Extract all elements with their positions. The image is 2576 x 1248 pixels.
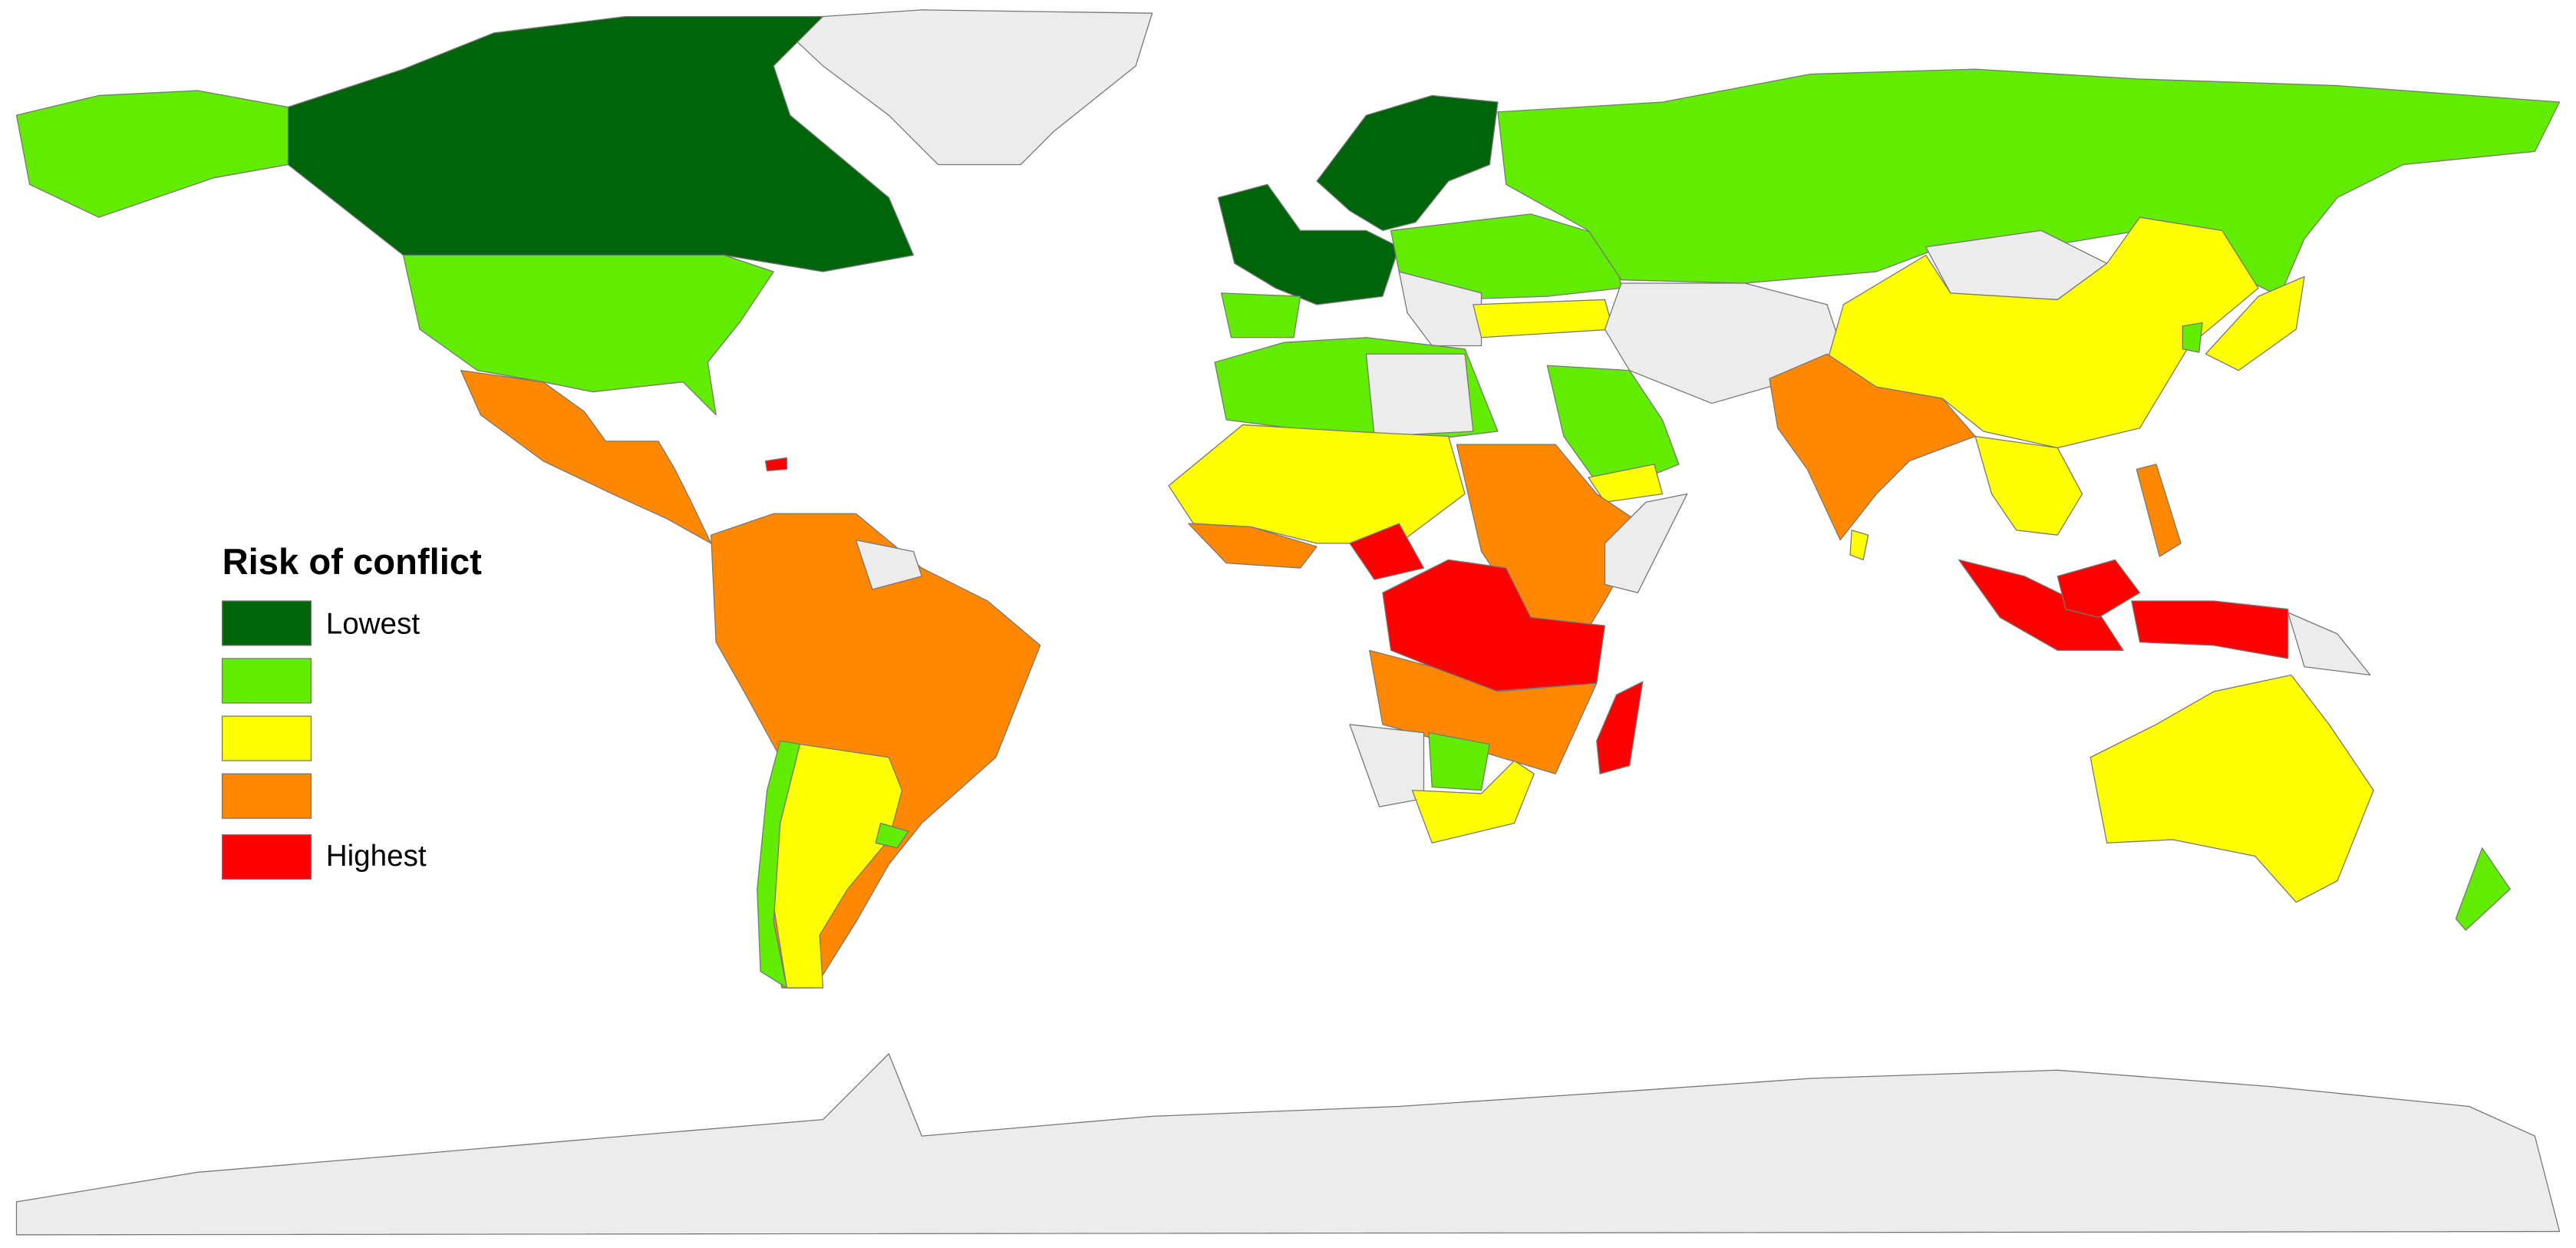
- legend-swatch: [221, 834, 312, 880]
- philippines: [2136, 464, 2182, 557]
- sulawesi-papua: [2131, 600, 2289, 659]
- se-asia: [1974, 435, 2083, 536]
- congo: [1382, 559, 1606, 692]
- sahara-grey: [1365, 353, 1474, 437]
- mexico: [460, 370, 712, 544]
- chile: [757, 740, 801, 989]
- indonesia: [1958, 559, 2124, 651]
- new-zealand: [2455, 847, 2511, 931]
- south-africa: [1411, 760, 1535, 844]
- southern-africa-orange: [1369, 649, 1598, 774]
- legend-label: Highest: [326, 840, 427, 873]
- korea: [2182, 322, 2203, 353]
- legend-swatch: [221, 715, 312, 761]
- turkey: [1473, 299, 1614, 338]
- greenland: [773, 9, 1153, 166]
- legend-swatch: [221, 773, 312, 819]
- korea-japan: [2205, 276, 2305, 371]
- balkans: [1398, 271, 1483, 347]
- namibia: [1349, 724, 1425, 807]
- uruguay: [875, 822, 909, 849]
- legend-label: Lowest: [326, 607, 421, 640]
- arabia: [1546, 365, 1680, 495]
- png: [2287, 612, 2371, 676]
- alaska: [15, 90, 289, 218]
- sri-lanka: [1849, 530, 1869, 560]
- western-europe: [1217, 183, 1400, 305]
- india: [1769, 353, 1976, 541]
- legend: Risk of conflict Lowest Highest: [221, 542, 483, 880]
- legend-swatch: [221, 658, 312, 704]
- legend-title: Risk of conflict: [223, 542, 483, 583]
- cameroon: [1349, 523, 1425, 580]
- haiti: [764, 457, 787, 472]
- yemen: [1588, 464, 1664, 503]
- scandinavia: [1316, 94, 1499, 231]
- horn: [1604, 493, 1688, 593]
- madagascar: [1596, 681, 1644, 774]
- legend-swatch: [221, 600, 312, 646]
- russia: [1497, 68, 2561, 297]
- borneo: [2057, 559, 2141, 619]
- antarctica: [15, 1053, 2561, 1236]
- guianas: [855, 539, 922, 590]
- botswana: [1428, 731, 1490, 791]
- iberia: [1220, 292, 1301, 338]
- countries: [15, 9, 2561, 1236]
- usa: [402, 254, 774, 416]
- australia: [2089, 674, 2374, 903]
- gulf-guinea: [1188, 523, 1318, 569]
